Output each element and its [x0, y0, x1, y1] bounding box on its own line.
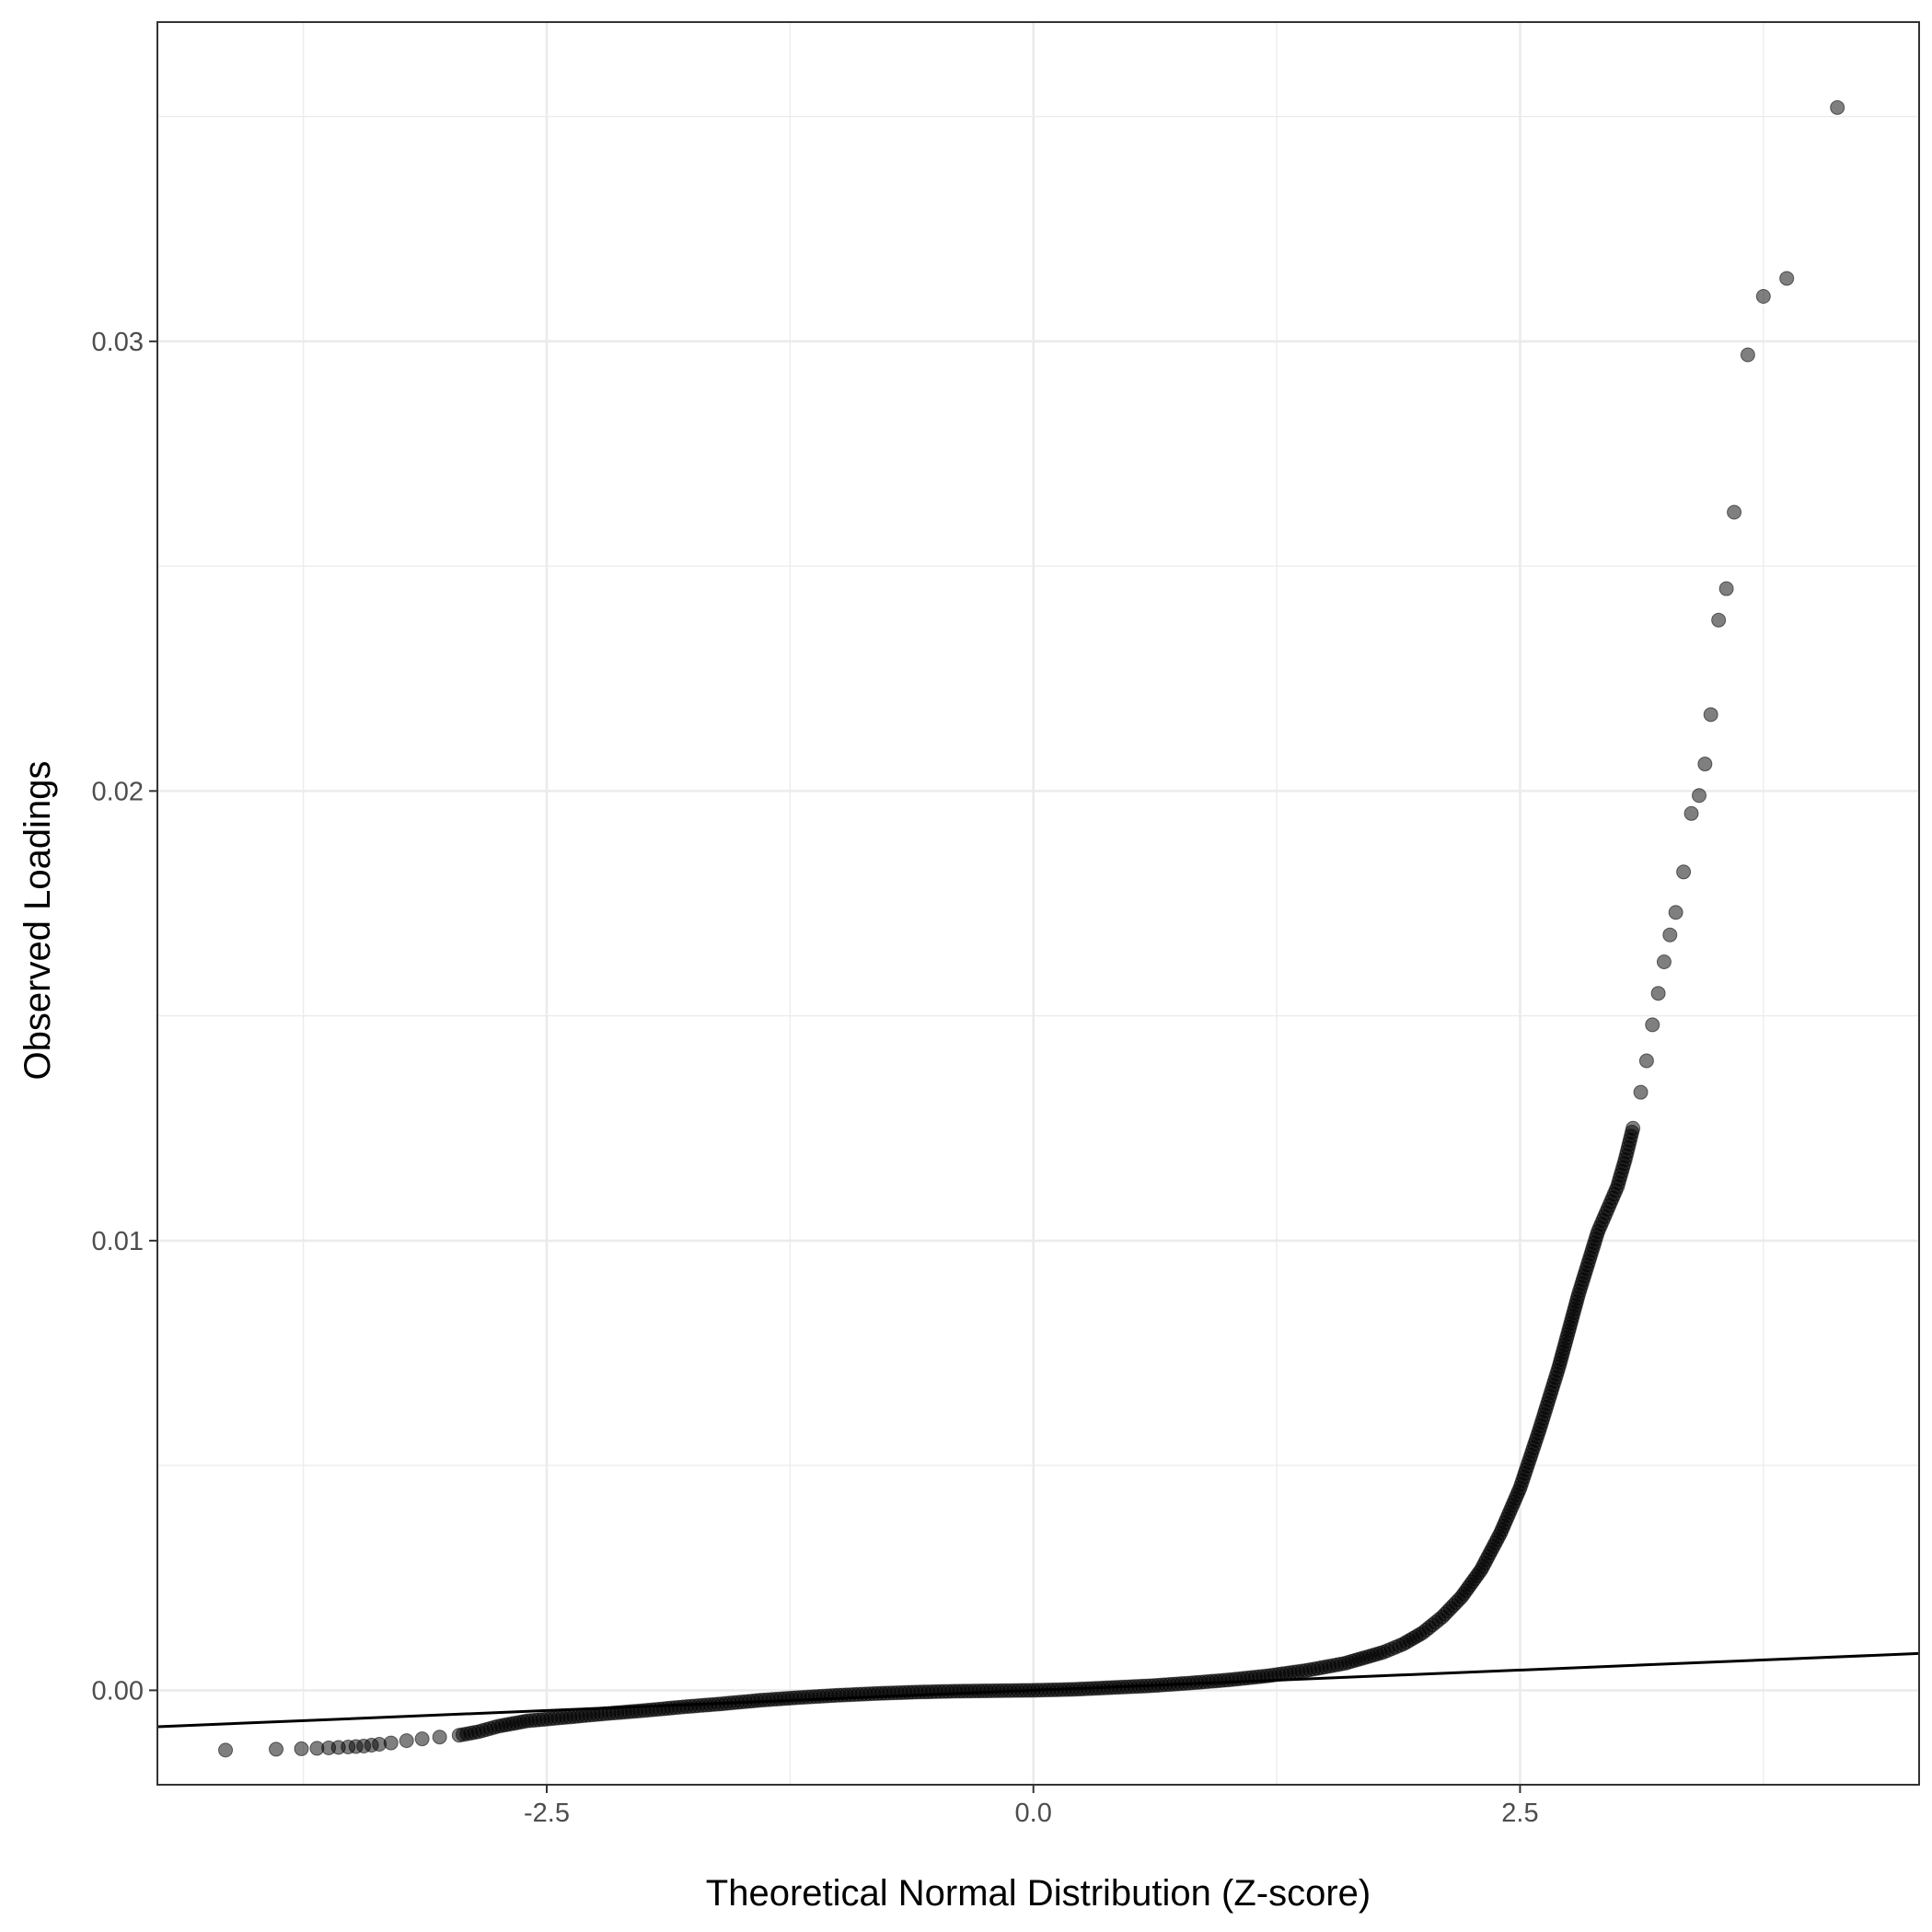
data-point [1711, 612, 1727, 628]
data-point [414, 1731, 430, 1747]
y-tick-label: 0.03 [92, 328, 144, 357]
panel-border [156, 21, 1920, 1786]
data-point [1625, 1120, 1641, 1136]
points-layer [218, 99, 1845, 1758]
data-point [1633, 1084, 1649, 1100]
y-axis-title: Observed Loadings [17, 761, 58, 1081]
data-point [432, 1730, 447, 1745]
data-point [383, 1735, 399, 1751]
grid [157, 22, 1919, 1785]
data-point [1740, 347, 1755, 363]
data-point [399, 1733, 414, 1749]
data-point [1656, 954, 1672, 970]
data-point [1662, 927, 1678, 943]
x-tick-label: 2.5 [1501, 1799, 1538, 1828]
data-point [1755, 289, 1771, 304]
data-point [1718, 581, 1734, 596]
data-point [1727, 504, 1742, 520]
x-tick-label: 0.0 [1015, 1799, 1052, 1828]
data-point [1683, 805, 1699, 821]
data-point [1703, 707, 1718, 723]
data-point [1650, 986, 1666, 1001]
y-tick-label: 0.02 [92, 777, 144, 806]
data-point [1692, 788, 1707, 804]
y-axis-ticks: 0.00 0.01 0.02 0.03 [92, 328, 157, 1706]
data-point [269, 1741, 284, 1757]
y-tick-label: 0.00 [92, 1676, 144, 1706]
data-point [1645, 1017, 1660, 1033]
x-tick-label: -2.5 [524, 1799, 570, 1828]
data-point [294, 1741, 309, 1756]
data-point [1676, 864, 1692, 880]
data-point [1638, 1053, 1654, 1069]
y-tick-label: 0.01 [92, 1227, 144, 1256]
x-axis-title: Theoretical Normal Distribution (Z-score… [706, 1873, 1371, 1914]
data-point [1668, 905, 1683, 920]
data-point [1830, 99, 1845, 115]
data-point [1697, 757, 1713, 772]
x-axis-ticks: -2.5 0.0 2.5 [524, 1785, 1539, 1828]
data-point [1779, 271, 1795, 286]
data-point [218, 1742, 234, 1758]
